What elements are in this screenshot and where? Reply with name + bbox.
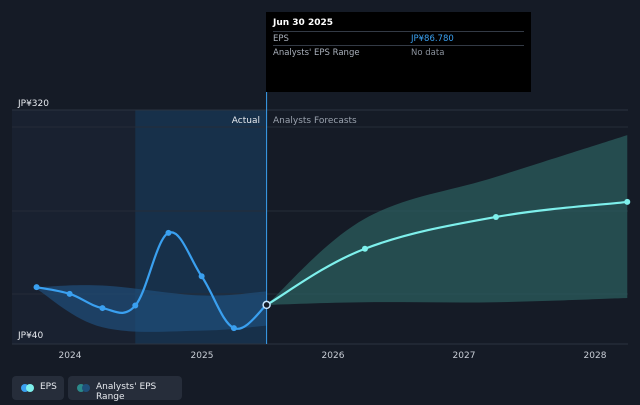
eps-point[interactable] — [66, 290, 73, 297]
legend-eps-label: EPS — [40, 382, 57, 392]
actual-label: Actual — [232, 116, 260, 126]
eps-forecast-point[interactable] — [361, 245, 368, 252]
eps-point[interactable] — [198, 273, 205, 280]
forecast-label: Analysts Forecasts — [273, 116, 357, 126]
legend-range-label: Analysts' EPS Range — [96, 382, 157, 402]
y-tick-label-bottom: JP¥40 — [17, 331, 44, 341]
eps-point[interactable] — [230, 325, 237, 332]
x-tick-label: 2025 — [191, 351, 214, 361]
eps-point[interactable] — [165, 229, 172, 236]
tooltip: Jun 30 2025 EPS JP¥86.780 Analysts' EPS … — [266, 12, 531, 92]
x-tick-label: 2024 — [59, 351, 82, 361]
tooltip-range-label: Analysts' EPS Range — [273, 48, 360, 58]
eps-forecast-line — [266, 200, 628, 306]
eps-point[interactable] — [132, 302, 139, 309]
tooltip-date: Jun 30 2025 — [273, 18, 334, 28]
analysts-eps-range-area — [266, 135, 628, 305]
eps-point[interactable] — [33, 284, 40, 291]
past-range-legend-icon — [82, 384, 90, 392]
legend-item-eps[interactable]: EPS — [12, 376, 64, 400]
tooltip-row-range: Analysts' EPS Range No data — [273, 45, 524, 60]
x-tick-label: 2026 — [322, 351, 345, 361]
eps-forecast-point[interactable] — [492, 213, 499, 220]
eps-forecast-legend-icon — [26, 384, 34, 392]
eps-point[interactable] — [99, 305, 106, 312]
tooltip-row-eps: EPS JP¥86.780 — [273, 31, 524, 46]
x-tick-label: 2027 — [453, 351, 476, 361]
y-tick-label-top: JP¥320 — [17, 99, 49, 109]
past-eps-range-area — [36, 285, 267, 332]
legend-item-analysts-range[interactable]: Analysts' EPS Range — [68, 376, 182, 402]
tooltip-range-value: No data — [411, 48, 445, 58]
x-tick-label: 2028 — [584, 351, 607, 361]
eps-legend-icon — [21, 384, 29, 392]
tooltip-eps-label: EPS — [273, 34, 289, 44]
eps-forecast-point[interactable] — [624, 198, 631, 205]
current-eps-point[interactable] — [262, 300, 271, 310]
eps-line — [36, 231, 268, 330]
tooltip-eps-value: JP¥86.780 — [411, 34, 454, 44]
range-legend-icon — [77, 384, 85, 392]
